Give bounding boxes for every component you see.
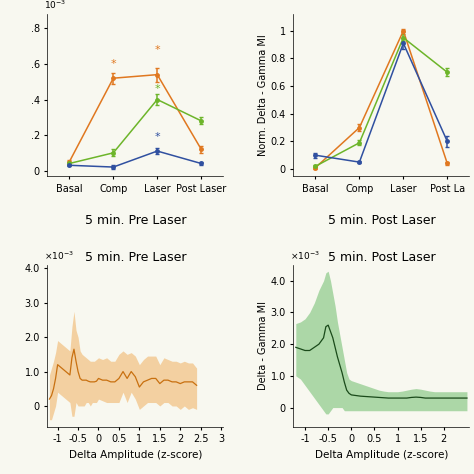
Text: $\times10^{-3}$: $\times10^{-3}$ <box>290 249 320 262</box>
Text: $10^{-3}$: $10^{-3}$ <box>44 0 66 11</box>
X-axis label: Delta Amplitude (z-score): Delta Amplitude (z-score) <box>69 450 202 460</box>
X-axis label: Delta Amplitude (z-score): Delta Amplitude (z-score) <box>315 450 448 460</box>
Title: 5 min. Pre Laser: 5 min. Pre Laser <box>84 251 186 264</box>
Text: 5 min. Pre Laser: 5 min. Pre Laser <box>84 214 186 227</box>
Title: 5 min. Post Laser: 5 min. Post Laser <box>328 251 435 264</box>
Text: 5 min. Post Laser: 5 min. Post Laser <box>328 214 435 227</box>
Text: *: * <box>155 45 160 55</box>
Text: $\times10^{-3}$: $\times10^{-3}$ <box>44 249 74 262</box>
Text: *: * <box>155 84 160 94</box>
Y-axis label: Delta - Gamma MI: Delta - Gamma MI <box>258 301 268 390</box>
Text: *: * <box>110 59 116 69</box>
Text: *: * <box>155 132 160 142</box>
Y-axis label: Norm. Delta - Gamma MI: Norm. Delta - Gamma MI <box>258 34 268 156</box>
